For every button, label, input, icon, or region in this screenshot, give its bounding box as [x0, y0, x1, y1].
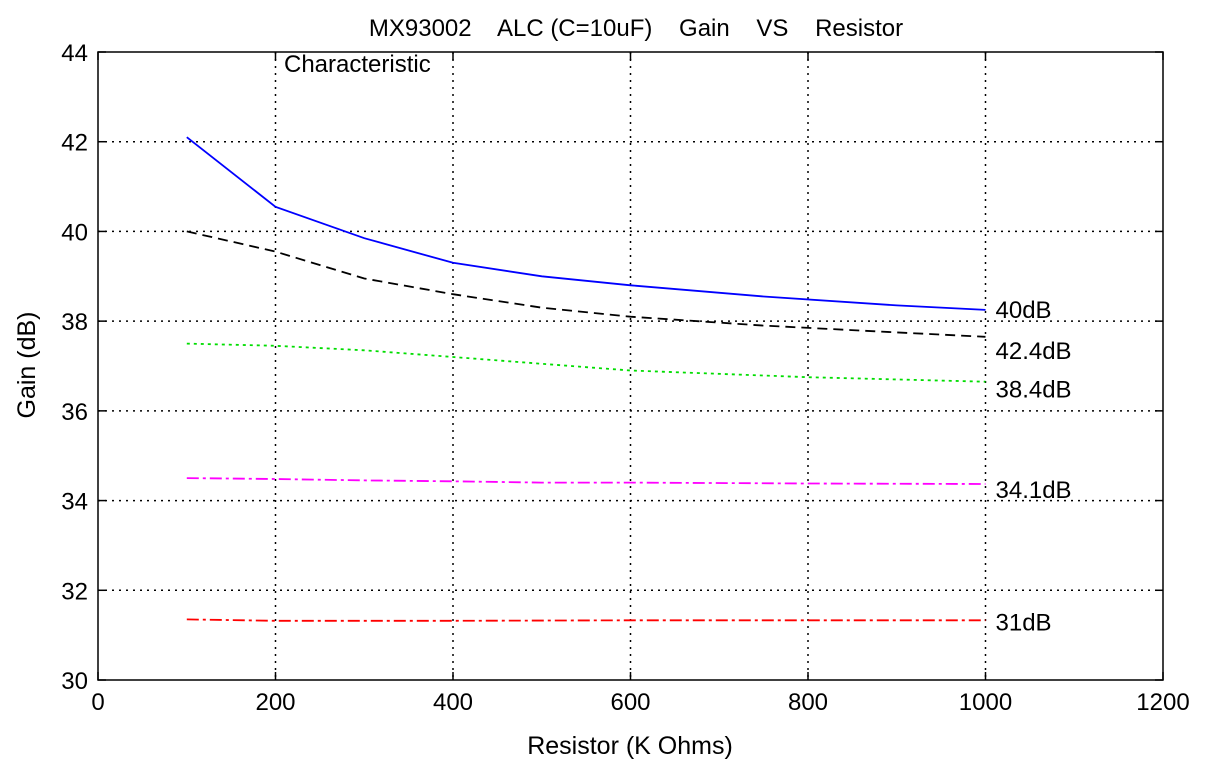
x-tick-label: 200: [255, 689, 295, 716]
x-tick-label: 800: [788, 689, 828, 716]
chart-subtitle: Characteristic: [284, 51, 431, 78]
x-axis-label: Resistor (K Ohms): [527, 732, 733, 760]
axis-ticks: 0 200 400 600 800 1000 1200 30 32 34 36 38 40 42 44: [61, 40, 1189, 716]
series-line: [186, 477, 986, 485]
x-tick-label: 600: [610, 689, 650, 716]
series-label: 34.1dB: [996, 477, 1072, 504]
series-line: [186, 136, 986, 311]
y-tick-label: 40: [61, 219, 88, 246]
series-label: 31dB: [996, 609, 1052, 636]
x-tick-label: 0: [91, 689, 104, 716]
series-labels: 40dB 42.4dB 38.4dB 34.1dB 31dB: [996, 297, 1072, 636]
y-axis-label: Gain (dB): [13, 312, 41, 419]
y-tick-label: 42: [61, 130, 88, 157]
y-tick-label: 32: [61, 578, 88, 605]
y-tick-label: 36: [61, 399, 88, 426]
grid-lines: [98, 52, 1163, 680]
x-tick-label: 400: [433, 689, 473, 716]
series-lines: [186, 136, 986, 622]
y-tick-label: 30: [61, 668, 88, 695]
series-line: [186, 230, 986, 338]
series-line: [186, 618, 986, 622]
chart-title: MX93002 ALC (C=10uF) Gain VS Resistor: [369, 15, 903, 42]
series-label: 38.4dB: [996, 377, 1072, 404]
y-tick-label: 44: [61, 40, 88, 67]
series-line: [186, 342, 986, 383]
x-tick-label: 1000: [959, 689, 1012, 716]
series-label: 42.4dB: [996, 338, 1072, 365]
series-label: 40dB: [996, 297, 1052, 324]
y-tick-label: 34: [61, 489, 88, 516]
x-tick-label: 1200: [1136, 689, 1189, 716]
y-tick-label: 38: [61, 309, 88, 336]
